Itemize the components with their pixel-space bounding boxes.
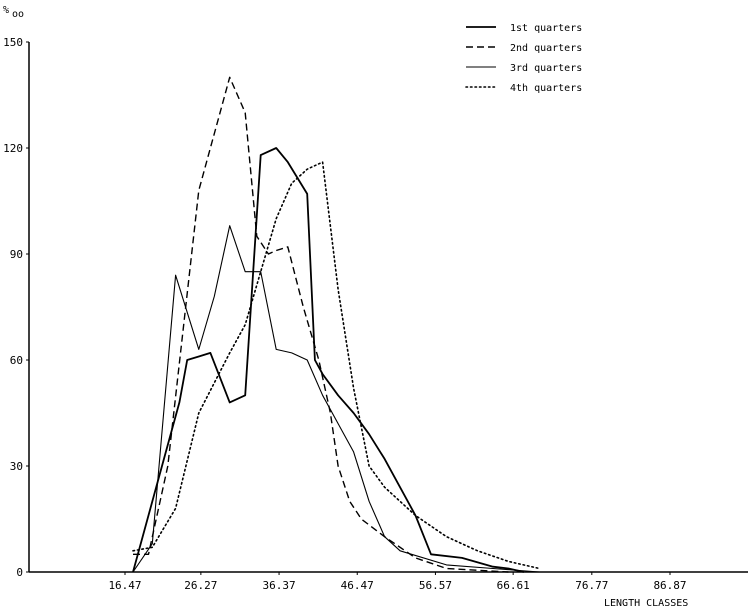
- y-axis-label-suffix: oo: [12, 9, 24, 20]
- x-tick-label: 46.47: [341, 579, 374, 592]
- y-tick-label: 120: [3, 142, 23, 155]
- x-tick-label: 16.47: [108, 579, 141, 592]
- x-tick-label: 26.27: [184, 579, 217, 592]
- series-line-2: [133, 76, 509, 573]
- x-tick-label: 86.87: [653, 579, 686, 592]
- y-tick-label: 90: [10, 248, 23, 261]
- series-line-1: [132, 147, 525, 573]
- series-line-4: [132, 161, 541, 570]
- axes: 0 30 60 90 120 150 16.47 26.27 36.37 46.47 56.57 66…: [3, 36, 748, 592]
- x-axis-label: LENGTH CLASSES: [604, 598, 688, 609]
- y-tick-label: 60: [10, 354, 23, 367]
- x-tick-label: 66.61: [497, 579, 530, 592]
- legend-label-3: 3rd quarters: [510, 63, 582, 74]
- legend-label-1: 1st quarters: [510, 23, 582, 34]
- series-layer: [132, 76, 541, 573]
- legend-label-4: 4th quarters: [510, 83, 582, 94]
- y-tick-label: 150: [3, 36, 23, 49]
- legend: 1st quarters 2nd quarters 3rd quarters 4th …: [465, 23, 582, 94]
- x-tick-label: 36.37: [262, 579, 295, 592]
- legend-label-2: 2nd quarters: [510, 43, 582, 54]
- series-line-3: [132, 225, 540, 573]
- y-tick-label: 30: [10, 460, 23, 473]
- y-tick-label: 0: [16, 566, 23, 579]
- x-tick-label: 56.57: [419, 579, 452, 592]
- y-axis-label: %: [3, 5, 9, 16]
- x-tick-label: 76.77: [575, 579, 608, 592]
